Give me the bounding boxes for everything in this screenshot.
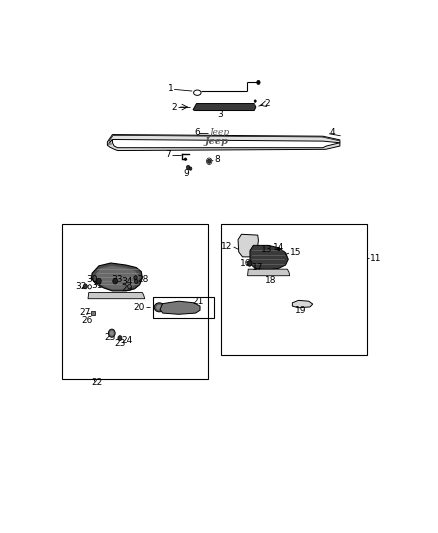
Circle shape (247, 261, 252, 266)
Circle shape (110, 143, 111, 144)
Circle shape (111, 143, 112, 144)
Polygon shape (90, 294, 144, 296)
Text: 2: 2 (172, 102, 177, 111)
Polygon shape (193, 103, 256, 110)
Text: 2: 2 (265, 99, 270, 108)
Circle shape (111, 143, 112, 144)
Text: 20: 20 (134, 303, 145, 312)
Text: 13: 13 (261, 245, 272, 254)
Text: 1: 1 (168, 84, 174, 93)
Polygon shape (241, 236, 256, 254)
Text: 8: 8 (214, 156, 220, 165)
Text: 15: 15 (290, 248, 301, 257)
Text: 29: 29 (121, 285, 132, 293)
Polygon shape (107, 140, 340, 150)
Text: 4: 4 (330, 128, 336, 138)
Polygon shape (293, 301, 313, 308)
Circle shape (110, 143, 111, 144)
Text: 22: 22 (92, 378, 102, 387)
Text: 9: 9 (183, 168, 189, 177)
Text: 34: 34 (121, 277, 133, 286)
Text: 11: 11 (370, 254, 381, 263)
Circle shape (118, 336, 122, 341)
Circle shape (110, 143, 111, 144)
Polygon shape (107, 134, 340, 145)
Circle shape (189, 167, 192, 170)
Text: 24: 24 (121, 336, 133, 345)
Text: 12: 12 (221, 241, 233, 251)
Text: 31: 31 (91, 281, 102, 289)
Circle shape (254, 100, 256, 102)
Text: 33: 33 (112, 274, 123, 284)
Circle shape (111, 143, 112, 144)
Circle shape (257, 80, 260, 84)
Text: 17: 17 (251, 263, 263, 272)
Text: 14: 14 (273, 243, 284, 252)
Text: 32: 32 (75, 282, 86, 291)
Text: 16: 16 (240, 259, 251, 268)
Polygon shape (247, 269, 290, 276)
Polygon shape (197, 104, 256, 106)
Text: 30: 30 (86, 276, 98, 284)
Text: 18: 18 (265, 276, 276, 285)
Text: 7: 7 (166, 150, 171, 159)
Circle shape (83, 284, 87, 289)
Polygon shape (88, 293, 145, 298)
Text: Jeep: Jeep (205, 137, 229, 146)
Circle shape (184, 158, 187, 160)
Polygon shape (238, 235, 258, 257)
Polygon shape (251, 248, 285, 268)
Polygon shape (92, 263, 142, 291)
Circle shape (277, 247, 280, 251)
Text: 6: 6 (194, 128, 200, 138)
Circle shape (134, 279, 138, 284)
Polygon shape (250, 245, 288, 270)
Text: 26: 26 (81, 317, 92, 325)
Polygon shape (95, 266, 139, 289)
Circle shape (109, 143, 110, 144)
Circle shape (108, 143, 109, 144)
Ellipse shape (156, 305, 162, 310)
Text: 27: 27 (80, 308, 91, 317)
Circle shape (187, 165, 190, 169)
Text: 23: 23 (114, 340, 126, 349)
Polygon shape (160, 301, 200, 314)
Circle shape (208, 159, 211, 163)
Ellipse shape (194, 90, 201, 95)
Circle shape (109, 143, 110, 144)
Text: 25: 25 (104, 333, 115, 342)
Text: 21: 21 (192, 297, 203, 306)
Circle shape (108, 329, 115, 337)
Ellipse shape (154, 303, 164, 312)
Circle shape (109, 143, 110, 144)
Circle shape (113, 278, 117, 284)
Text: 28: 28 (137, 276, 148, 284)
Text: Jeep: Jeep (209, 128, 230, 138)
Text: 19: 19 (295, 306, 307, 314)
Circle shape (108, 143, 109, 144)
Circle shape (134, 276, 137, 280)
Bar (91, 311, 95, 315)
Circle shape (96, 278, 101, 284)
Circle shape (110, 330, 114, 336)
Text: 3: 3 (217, 110, 223, 119)
